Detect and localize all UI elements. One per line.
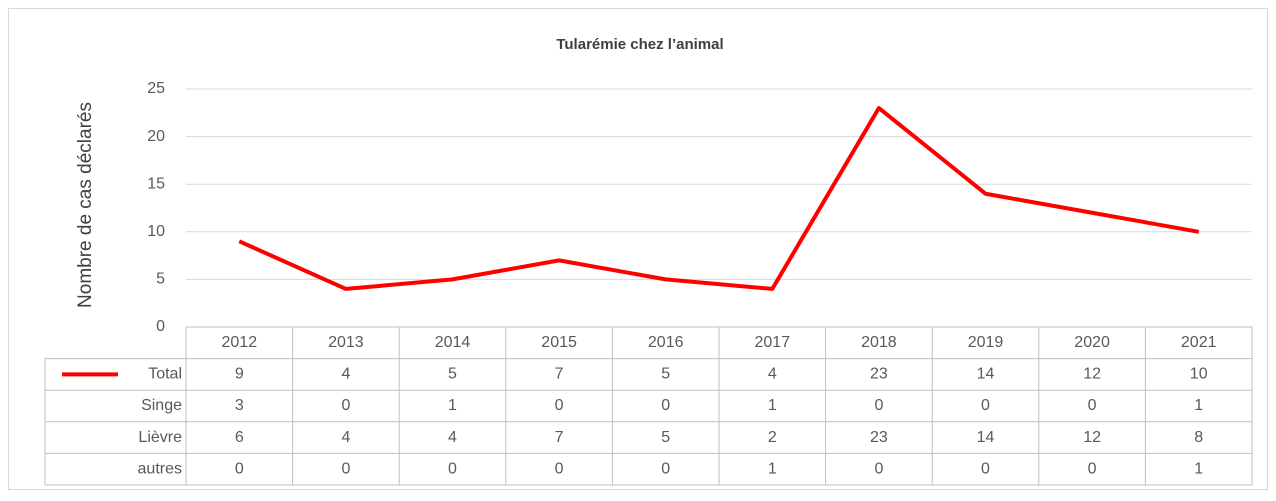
table-value: 9 [235,366,244,383]
table-value: 1 [768,460,777,477]
x-tick-label: 2019 [968,334,1004,351]
x-tick-label: 2014 [435,334,471,351]
table-value: 5 [661,366,670,383]
table-value: 1 [448,397,457,414]
table-value: 23 [870,366,888,383]
table-value: 0 [661,460,670,477]
x-tick-label: 2015 [541,334,577,351]
y-tick-label: 20 [147,128,165,145]
table-value: 5 [448,366,457,383]
y-tick-label: 0 [156,318,165,335]
table-value: 4 [448,429,457,446]
table-value: 23 [870,429,888,446]
table-value: 0 [1088,460,1097,477]
legend-label: Singe [141,397,182,414]
table-value: 0 [874,397,883,414]
table-value: 0 [235,460,244,477]
table-value: 2 [768,429,777,446]
x-tick-label: 2021 [1181,334,1217,351]
table-value: 0 [341,397,350,414]
table-value: 7 [555,366,564,383]
y-tick-label: 25 [147,80,165,97]
table-value: 14 [977,366,995,383]
table-value: 0 [448,460,457,477]
table-value: 1 [1194,460,1203,477]
table-value: 1 [1194,397,1203,414]
x-tick-label: 2012 [222,334,258,351]
x-tick-label: 2018 [861,334,897,351]
y-tick-label: 15 [147,175,165,192]
table-value: 6 [235,429,244,446]
table-value: 0 [661,397,670,414]
table-value: 0 [981,460,990,477]
x-tick-label: 2020 [1074,334,1110,351]
table-value: 12 [1083,429,1101,446]
y-tick-label: 5 [156,271,165,288]
table-value: 0 [341,460,350,477]
y-tick-label: 10 [147,223,165,240]
legend-label: Lièvre [138,429,182,446]
table-value: 0 [555,397,564,414]
data-line [238,106,1200,291]
table-value: 0 [874,460,883,477]
table-value: 7 [555,429,564,446]
table-value: 14 [977,429,995,446]
table-value: 0 [555,460,564,477]
table-value: 1 [768,397,777,414]
y-axis-label: Nombre de cas déclarés [75,102,96,308]
x-tick-label: 2017 [755,334,791,351]
table-value: 0 [981,397,990,414]
table-value: 3 [235,397,244,414]
table-value: 12 [1083,366,1101,383]
table-value: 10 [1190,366,1208,383]
chart-title: Tularémie chez l’animal [556,36,723,53]
table-value: 5 [661,429,670,446]
chart-border [8,8,1268,490]
legend-label: Total [148,366,182,383]
x-tick-label: 2013 [328,334,364,351]
x-tick-label: 2016 [648,334,684,351]
table-value: 8 [1194,429,1203,446]
table-value: 0 [1088,397,1097,414]
table-value: 4 [341,429,350,446]
legend-label: autres [138,460,182,477]
table-value: 4 [768,366,777,383]
table-value: 4 [341,366,350,383]
